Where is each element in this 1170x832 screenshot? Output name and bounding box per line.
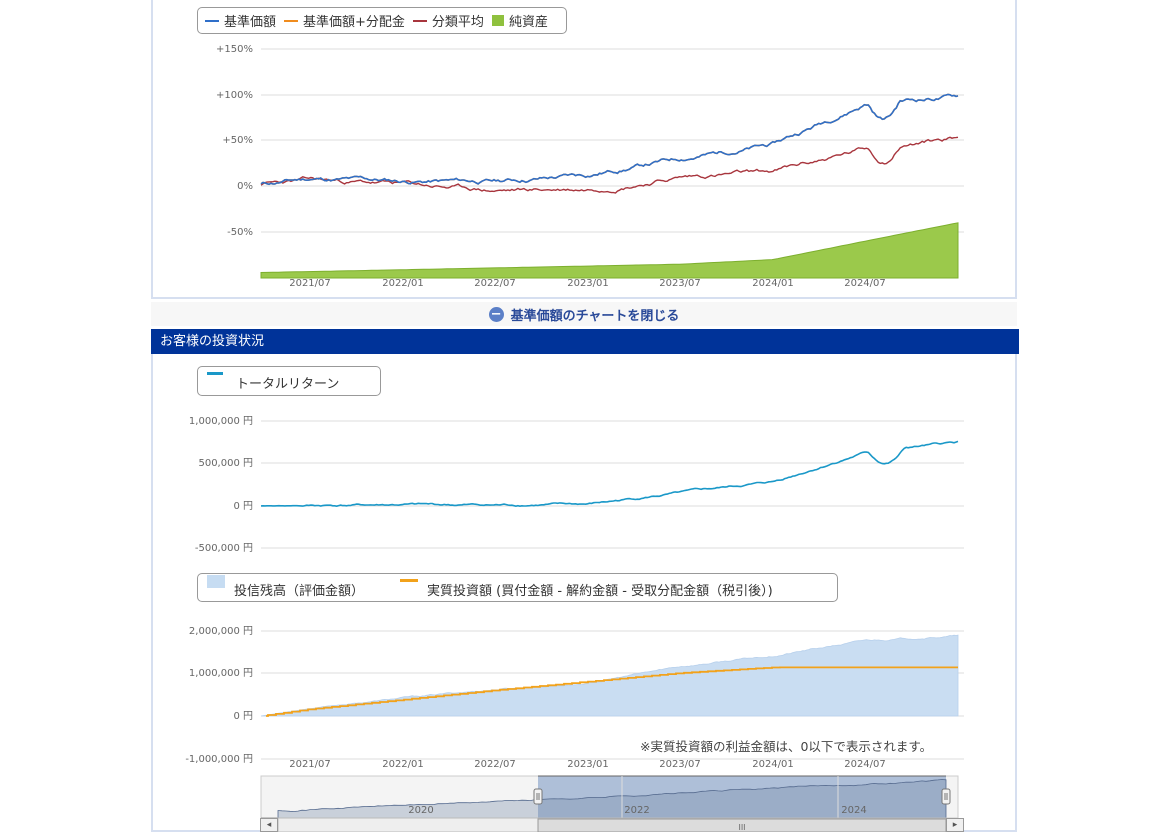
scroll-right-button[interactable]: ▸: [946, 818, 964, 832]
y-tick-label: 0%: [237, 181, 253, 192]
close-price-chart-button[interactable]: − 基準価額のチャートを閉じる: [151, 302, 1017, 326]
navigator-label: 2022: [624, 805, 649, 816]
section-title: お客様の投資状況: [151, 329, 1019, 354]
navigator-label: 2024: [841, 805, 866, 816]
section-title-text: お客様の投資状況: [160, 334, 265, 349]
balance-legend[interactable]: 投信残高（評価金額） 実質投資額 (買付金額 - 解約金額 - 受取分配金額（税…: [197, 573, 838, 602]
y-tick-label: +50%: [222, 135, 253, 146]
legend-label: 投信残高（評価金額）: [234, 584, 365, 599]
y-tick-label: 0 円: [233, 711, 253, 722]
x-tick-label: 2021/07: [289, 278, 331, 289]
x-tick-label: 2023/01: [567, 759, 609, 770]
legend-label: 純資産: [508, 15, 548, 30]
close-price-chart-label: 基準価額のチャートを閉じる: [510, 308, 680, 324]
line-swatch-icon: [205, 19, 219, 22]
x-tick-label: 2024/01: [752, 278, 794, 289]
legend-item-category-average[interactable]: 分類平均: [412, 11, 484, 30]
legend-label: 実質投資額 (買付金額 - 解約金額 - 受取分配金額（税引後）): [427, 584, 773, 599]
net-assets-area: [260, 222, 959, 279]
legend-item-nav[interactable]: 基準価額: [205, 11, 276, 30]
x-tick-label: 2022/01: [382, 759, 424, 770]
chevron-right-icon: ▸: [952, 820, 958, 830]
legend-label: トータルリターン: [236, 377, 340, 392]
line-swatch-icon: [400, 579, 419, 582]
scrollbar-grip: III: [738, 823, 745, 832]
x-tick-label: 2024/01: [752, 759, 794, 770]
x-tick-label: 2022/07: [474, 278, 516, 289]
net-investment-line: [266, 666, 958, 717]
x-tick-label: 2023/01: [567, 278, 609, 289]
note-text: ※実質投資額の利益金額は、0以下で表示されます。: [640, 739, 933, 754]
navigator-handle[interactable]: [533, 788, 543, 805]
y-tick-label: -50%: [227, 227, 253, 238]
category-average-line: [260, 136, 959, 194]
legend-item-balance[interactable]: 投信残高（評価金額）: [207, 575, 365, 599]
y-tick-label: 1,000,000 円: [189, 416, 253, 427]
x-tick-label: 2023/07: [659, 759, 701, 770]
total-return-line: [260, 440, 959, 508]
legend-label: 基準価額+分配金: [303, 15, 405, 30]
y-tick-label: 500,000 円: [198, 458, 253, 469]
price-chart-legend[interactable]: 基準価額 基準価額+分配金 分類平均 純資産: [197, 7, 567, 34]
line-swatch-icon: [207, 372, 223, 375]
y-tick-label: +150%: [216, 44, 253, 55]
navigator-handle[interactable]: [941, 788, 951, 805]
y-tick-label: 0 円: [233, 501, 253, 512]
chevron-left-icon: ◂: [266, 820, 272, 830]
line-swatch-icon: [412, 19, 427, 22]
legend-item-net-assets[interactable]: 純資産: [491, 11, 548, 30]
total-return-legend[interactable]: トータルリターン: [197, 366, 381, 396]
x-tick-label: 2023/07: [659, 278, 701, 289]
x-tick-label: 2024/07: [844, 278, 886, 289]
x-tick-label: 2022/07: [474, 759, 516, 770]
legend-item-total-return[interactable]: トータルリターン: [207, 372, 340, 392]
rect-swatch-icon: [491, 15, 504, 26]
minus-circle-icon: −: [488, 306, 504, 322]
legend-label: 分類平均: [431, 15, 484, 30]
navigator-label: 2020: [408, 805, 433, 816]
scroll-left-button[interactable]: ◂: [260, 818, 278, 832]
y-tick-label: 1,000,000 円: [189, 668, 253, 679]
y-tick-label: -500,000 円: [195, 543, 253, 554]
x-tick-label: 2024/07: [844, 759, 886, 770]
line-swatch-icon: [284, 19, 299, 22]
y-tick-label: 2,000,000 円: [189, 626, 253, 637]
y-tick-label: +100%: [216, 90, 253, 101]
legend-item-net-investment[interactable]: 実質投資額 (買付金額 - 解約金額 - 受取分配金額（税引後）): [400, 579, 773, 599]
x-tick-label: 2022/01: [382, 278, 424, 289]
rect-swatch-icon: [207, 575, 225, 588]
nav-line: [260, 93, 959, 186]
legend-label: 基準価額: [224, 15, 277, 30]
legend-item-nav-plus-dividend[interactable]: 基準価額+分配金: [284, 11, 405, 30]
navigator-series: [277, 779, 947, 819]
y-tick-label: -1,000,000 円: [185, 754, 253, 765]
x-tick-label: 2021/07: [289, 759, 331, 770]
